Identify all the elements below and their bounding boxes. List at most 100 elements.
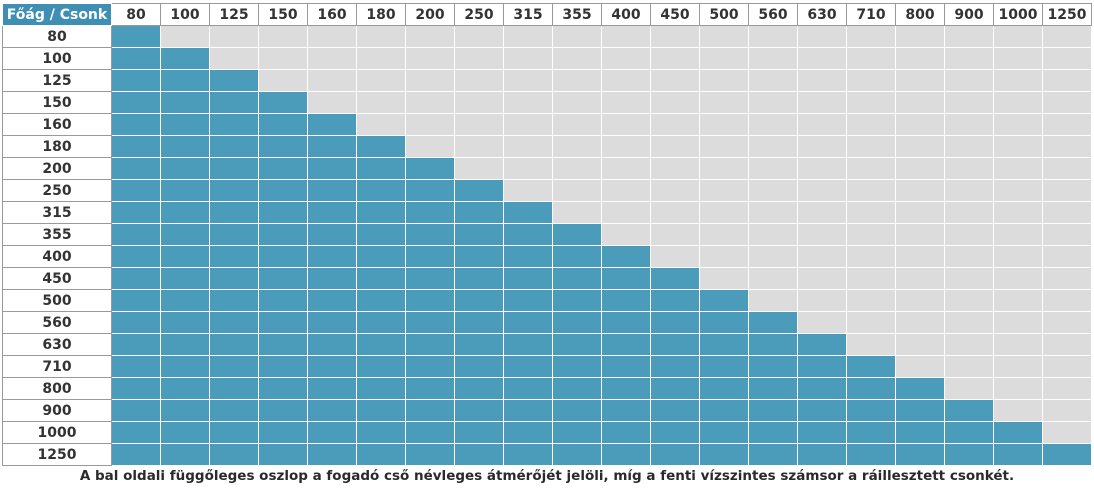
cell-incompatible [1042,311,1092,334]
cell-compatible [258,443,308,466]
cell-incompatible [846,91,896,114]
cell-compatible [160,355,210,378]
cell-incompatible [993,179,1043,202]
cell-incompatible [650,135,700,158]
cell-incompatible [944,223,994,246]
cell-compatible [356,311,406,334]
cell-incompatible [405,91,455,114]
column-header-200: 200 [405,3,455,26]
column-header-355: 355 [552,3,602,26]
cell-incompatible [748,25,798,48]
cell-incompatible [944,25,994,48]
cell-incompatible [405,135,455,158]
cell-compatible [307,443,357,466]
cell-incompatible [552,157,602,180]
row-header-250: 250 [2,179,112,202]
cell-incompatible [797,311,847,334]
cell-compatible [209,223,259,246]
cell-compatible [503,399,553,422]
cell-incompatible [1042,399,1092,422]
cell-incompatible [895,47,945,70]
cell-compatible [601,289,651,312]
cell-incompatible [552,69,602,92]
cell-incompatible [552,25,602,48]
cell-incompatible [993,267,1043,290]
cell-incompatible [552,135,602,158]
cell-compatible [601,245,651,268]
row-header-100: 100 [2,47,112,70]
cell-compatible [356,179,406,202]
cell-incompatible [993,311,1043,334]
table-row: 315 [2,201,1092,224]
cell-incompatible [1042,333,1092,356]
cell-incompatible [552,201,602,224]
cell-incompatible [895,91,945,114]
cell-compatible [552,245,602,268]
cell-incompatible [797,157,847,180]
cell-compatible [258,245,308,268]
cell-compatible [748,421,798,444]
cell-incompatible [993,201,1043,224]
cell-compatible [650,355,700,378]
cell-incompatible [895,311,945,334]
cell-incompatible [846,25,896,48]
cell-compatible [307,223,357,246]
cell-compatible [552,289,602,312]
cell-compatible [552,311,602,334]
cell-incompatible [993,399,1043,422]
cell-compatible [356,443,406,466]
cell-compatible [258,91,308,114]
cell-incompatible [895,179,945,202]
cell-incompatible [454,157,504,180]
cell-incompatible [699,157,749,180]
cell-incompatible [944,355,994,378]
cell-incompatible [650,157,700,180]
cell-compatible [111,113,161,136]
table-row: 400 [2,245,1092,268]
cell-incompatible [209,25,259,48]
cell-compatible [307,157,357,180]
caption: A bal oldali függőleges oszlop a fogadó … [79,468,1015,484]
cell-compatible [405,223,455,246]
cell-compatible [454,421,504,444]
cell-incompatible [944,311,994,334]
cell-compatible [405,267,455,290]
cell-incompatible [993,47,1043,70]
cell-compatible [209,355,259,378]
cell-incompatible [356,113,406,136]
row-header-400: 400 [2,245,112,268]
cell-compatible [307,245,357,268]
cell-incompatible [846,245,896,268]
cell-compatible [111,311,161,334]
cell-incompatible [503,47,553,70]
cell-incompatible [993,135,1043,158]
row-header-200: 200 [2,157,112,180]
cell-incompatible [993,333,1043,356]
cell-incompatible [1042,157,1092,180]
cell-compatible [405,311,455,334]
cell-compatible [307,135,357,158]
cell-incompatible [1042,25,1092,48]
cell-compatible [405,355,455,378]
cell-compatible [552,267,602,290]
row-header-1250: 1250 [2,443,112,466]
cell-compatible [405,421,455,444]
cell-compatible [503,421,553,444]
cell-incompatible [601,157,651,180]
cell-incompatible [895,113,945,136]
cell-incompatible [797,267,847,290]
column-header-1250: 1250 [1042,3,1092,26]
cell-incompatible [748,201,798,224]
cell-incompatible [699,267,749,290]
cell-compatible [160,135,210,158]
column-header-800: 800 [895,3,945,26]
cell-compatible [503,245,553,268]
cell-incompatible [846,267,896,290]
cell-compatible [356,157,406,180]
column-header-500: 500 [699,3,749,26]
cell-compatible [601,333,651,356]
cell-compatible [405,333,455,356]
cell-incompatible [846,157,896,180]
column-header-560: 560 [748,3,798,26]
cell-compatible [307,399,357,422]
